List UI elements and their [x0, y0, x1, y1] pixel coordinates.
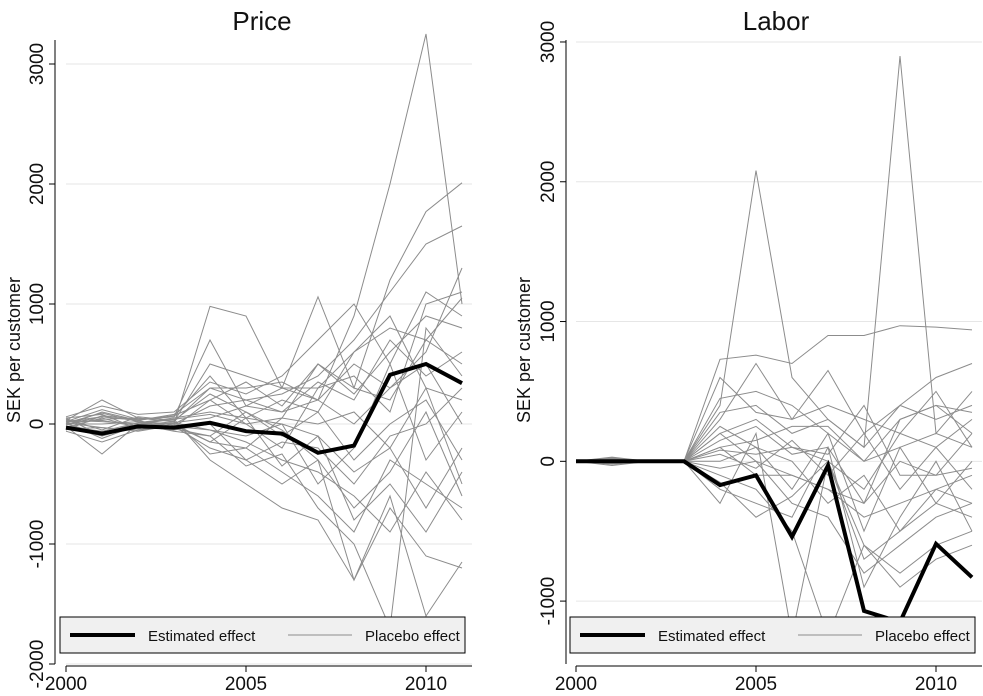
placebo-effect-line	[65, 267, 463, 427]
y-tick-label: 2000	[538, 161, 559, 203]
y-tick-label: -1000	[538, 577, 559, 626]
legend-label-placebo: Placebo effect	[875, 628, 971, 645]
y-tick-label: 1000	[27, 283, 48, 325]
labor-legend: Estimated effect Placebo effect	[569, 616, 976, 654]
x-tick-label: 2010	[915, 674, 957, 695]
placebo-effect-line	[575, 55, 973, 462]
x-tick-label: 2010	[405, 674, 447, 695]
y-tick-label: 2000	[27, 163, 48, 205]
estimated-effect-line	[65, 361, 463, 455]
price-y-axis-title: SEK per customer	[4, 277, 24, 423]
placebo-effect-line	[66, 339, 463, 425]
y-tick-label: 3000	[538, 21, 559, 63]
placebo-effect-line	[65, 297, 463, 423]
placebo-effect-line	[65, 363, 463, 425]
price-chart-title: Price	[232, 6, 291, 36]
price-chart-panel: Price -2000 -1000 0 1000 2000 3000 2000 2005 2010…	[4, 6, 472, 695]
labor-y-axis-title: SEK per customer	[514, 277, 534, 423]
placebo-effect-line	[65, 418, 463, 582]
placebo-effect-line	[65, 339, 463, 425]
placebo-effect-line	[65, 291, 463, 449]
y-tick-label: 3000	[27, 43, 48, 85]
placebo-effect-line	[575, 425, 973, 462]
placebo-effect-line	[575, 460, 973, 588]
y-tick-label: 0	[538, 456, 559, 467]
labor-chart-title: Labor	[743, 6, 810, 36]
legend-label-estimated: Estimated effect	[148, 628, 256, 645]
y-tick-label: 0	[27, 419, 48, 430]
price-legend: Estimated effect Placebo effect	[59, 616, 466, 654]
y-tick-label: -2000	[27, 640, 48, 689]
placebo-effect-line	[576, 460, 973, 638]
legend-label-estimated: Estimated effect	[658, 628, 766, 645]
labor-chart-panel: Labor -1000 0 1000 2000 3000 2000 2005 2010 SEK p…	[514, 6, 982, 695]
x-tick-label: 2005	[225, 674, 267, 695]
x-tick-label: 2000	[45, 674, 87, 695]
y-tick-label: -1000	[27, 520, 48, 569]
estimated-effect-line	[576, 459, 974, 625]
placebo-effect-line	[65, 33, 463, 423]
x-tick-label: 2000	[555, 674, 597, 695]
y-tick-label: 1000	[538, 300, 559, 342]
x-tick-label: 2005	[735, 674, 777, 695]
placebo-effect-line	[575, 362, 973, 462]
legend-label-placebo: Placebo effect	[365, 628, 461, 645]
placebo-effect-line	[575, 431, 973, 637]
